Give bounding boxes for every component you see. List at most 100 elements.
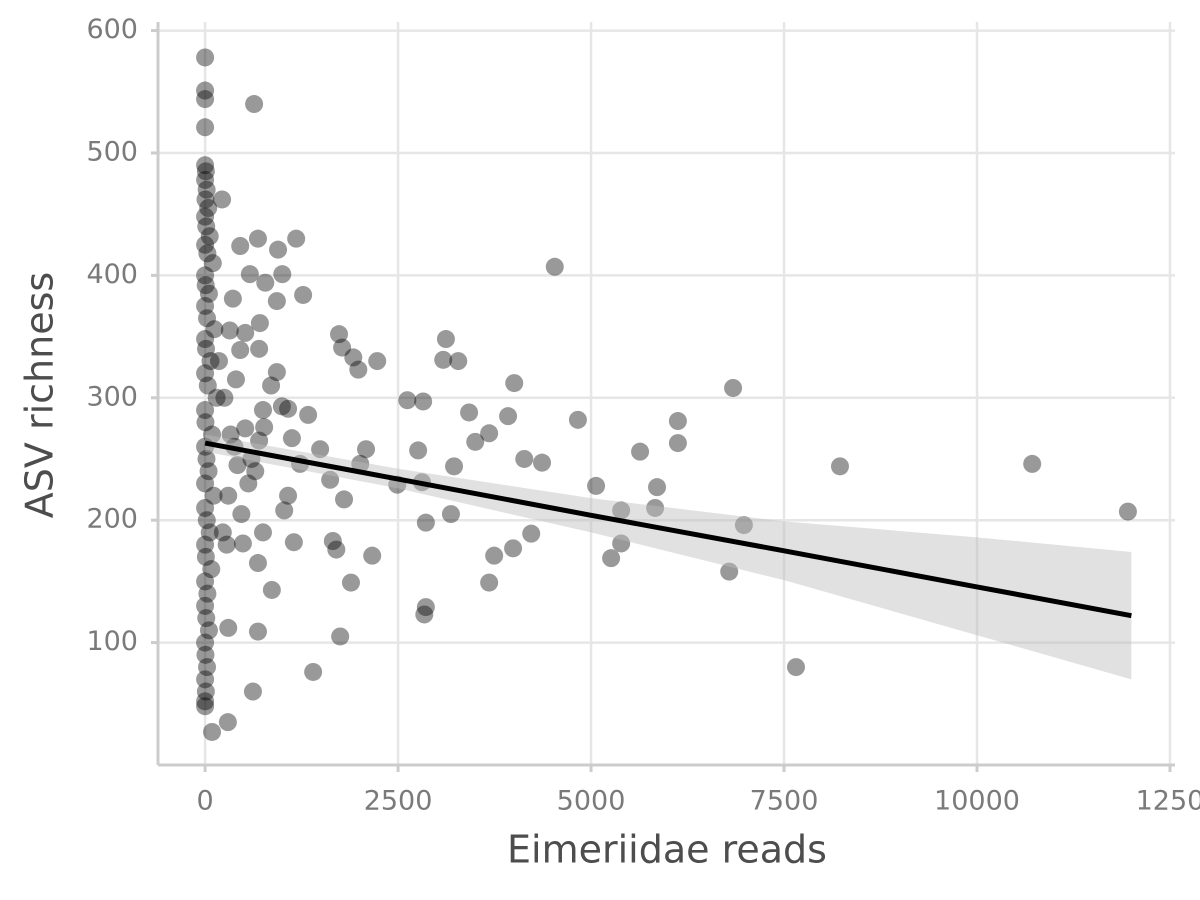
point xyxy=(449,352,468,371)
point xyxy=(522,524,541,543)
point xyxy=(415,605,434,624)
point xyxy=(203,722,222,741)
point xyxy=(275,501,294,520)
point xyxy=(196,296,215,315)
point xyxy=(612,501,631,520)
y-tick-label: 500 xyxy=(86,136,138,167)
point xyxy=(602,549,621,568)
point xyxy=(331,627,350,646)
point xyxy=(202,560,221,579)
point xyxy=(414,392,433,411)
point xyxy=(460,403,479,422)
point xyxy=(262,376,281,395)
point xyxy=(223,289,242,308)
point xyxy=(196,596,215,615)
point xyxy=(217,535,236,554)
point xyxy=(196,682,215,701)
point xyxy=(434,350,453,369)
point xyxy=(248,622,267,641)
point xyxy=(196,401,215,420)
point xyxy=(272,397,291,416)
point xyxy=(240,265,259,284)
point xyxy=(341,573,360,592)
x-tick-label: 0 xyxy=(196,786,213,817)
point xyxy=(267,363,286,382)
point xyxy=(253,401,272,420)
point xyxy=(198,244,217,263)
point xyxy=(219,486,238,505)
point xyxy=(246,462,265,481)
point xyxy=(196,330,215,349)
point xyxy=(363,546,382,565)
point xyxy=(248,554,267,573)
point xyxy=(335,490,354,509)
point xyxy=(279,486,298,505)
point xyxy=(196,670,215,689)
point xyxy=(197,339,216,358)
point xyxy=(196,572,215,591)
point xyxy=(273,265,292,284)
point xyxy=(196,156,215,175)
x-tick-label: 2500 xyxy=(364,786,433,817)
point xyxy=(499,407,518,426)
point xyxy=(505,374,524,393)
point xyxy=(299,405,318,424)
point xyxy=(256,273,275,292)
point xyxy=(830,457,849,476)
point xyxy=(199,199,218,218)
point xyxy=(1023,454,1042,473)
point xyxy=(304,662,323,681)
point xyxy=(196,48,215,67)
point xyxy=(196,645,215,664)
point xyxy=(198,376,217,395)
point xyxy=(480,573,499,592)
point xyxy=(416,598,435,617)
point xyxy=(311,440,330,459)
point xyxy=(786,658,805,677)
point xyxy=(250,339,269,358)
y-tick-label: 600 xyxy=(86,14,138,45)
y-axis-title: ASV richness xyxy=(18,272,62,518)
point xyxy=(648,478,667,497)
point xyxy=(485,546,504,565)
point xyxy=(196,81,215,100)
point xyxy=(196,498,215,517)
point xyxy=(196,474,215,493)
point xyxy=(398,391,417,410)
confidence-band xyxy=(205,434,1132,680)
point xyxy=(197,511,216,530)
point xyxy=(226,370,245,389)
point xyxy=(213,190,232,209)
point xyxy=(219,618,238,637)
point xyxy=(321,470,340,489)
point xyxy=(287,229,306,248)
point xyxy=(199,284,218,303)
point xyxy=(349,360,368,379)
point xyxy=(196,235,215,254)
point xyxy=(198,584,217,603)
point xyxy=(233,534,252,553)
y-tick-label: 200 xyxy=(86,504,138,535)
x-tick-label: 7500 xyxy=(750,786,819,817)
point xyxy=(196,692,215,711)
point xyxy=(631,442,650,461)
point xyxy=(196,90,215,109)
point xyxy=(282,429,301,448)
point xyxy=(279,399,298,418)
point xyxy=(1118,502,1137,521)
point xyxy=(533,453,552,472)
point xyxy=(236,323,255,342)
point xyxy=(239,474,258,493)
fit-line xyxy=(204,440,1132,619)
y-tick-label: 400 xyxy=(86,259,138,290)
point xyxy=(196,190,215,209)
point xyxy=(196,266,215,285)
point xyxy=(646,498,665,517)
point xyxy=(231,341,250,360)
point xyxy=(196,162,215,181)
point xyxy=(409,441,428,460)
point xyxy=(209,352,228,371)
point xyxy=(197,609,216,628)
point xyxy=(196,276,215,295)
